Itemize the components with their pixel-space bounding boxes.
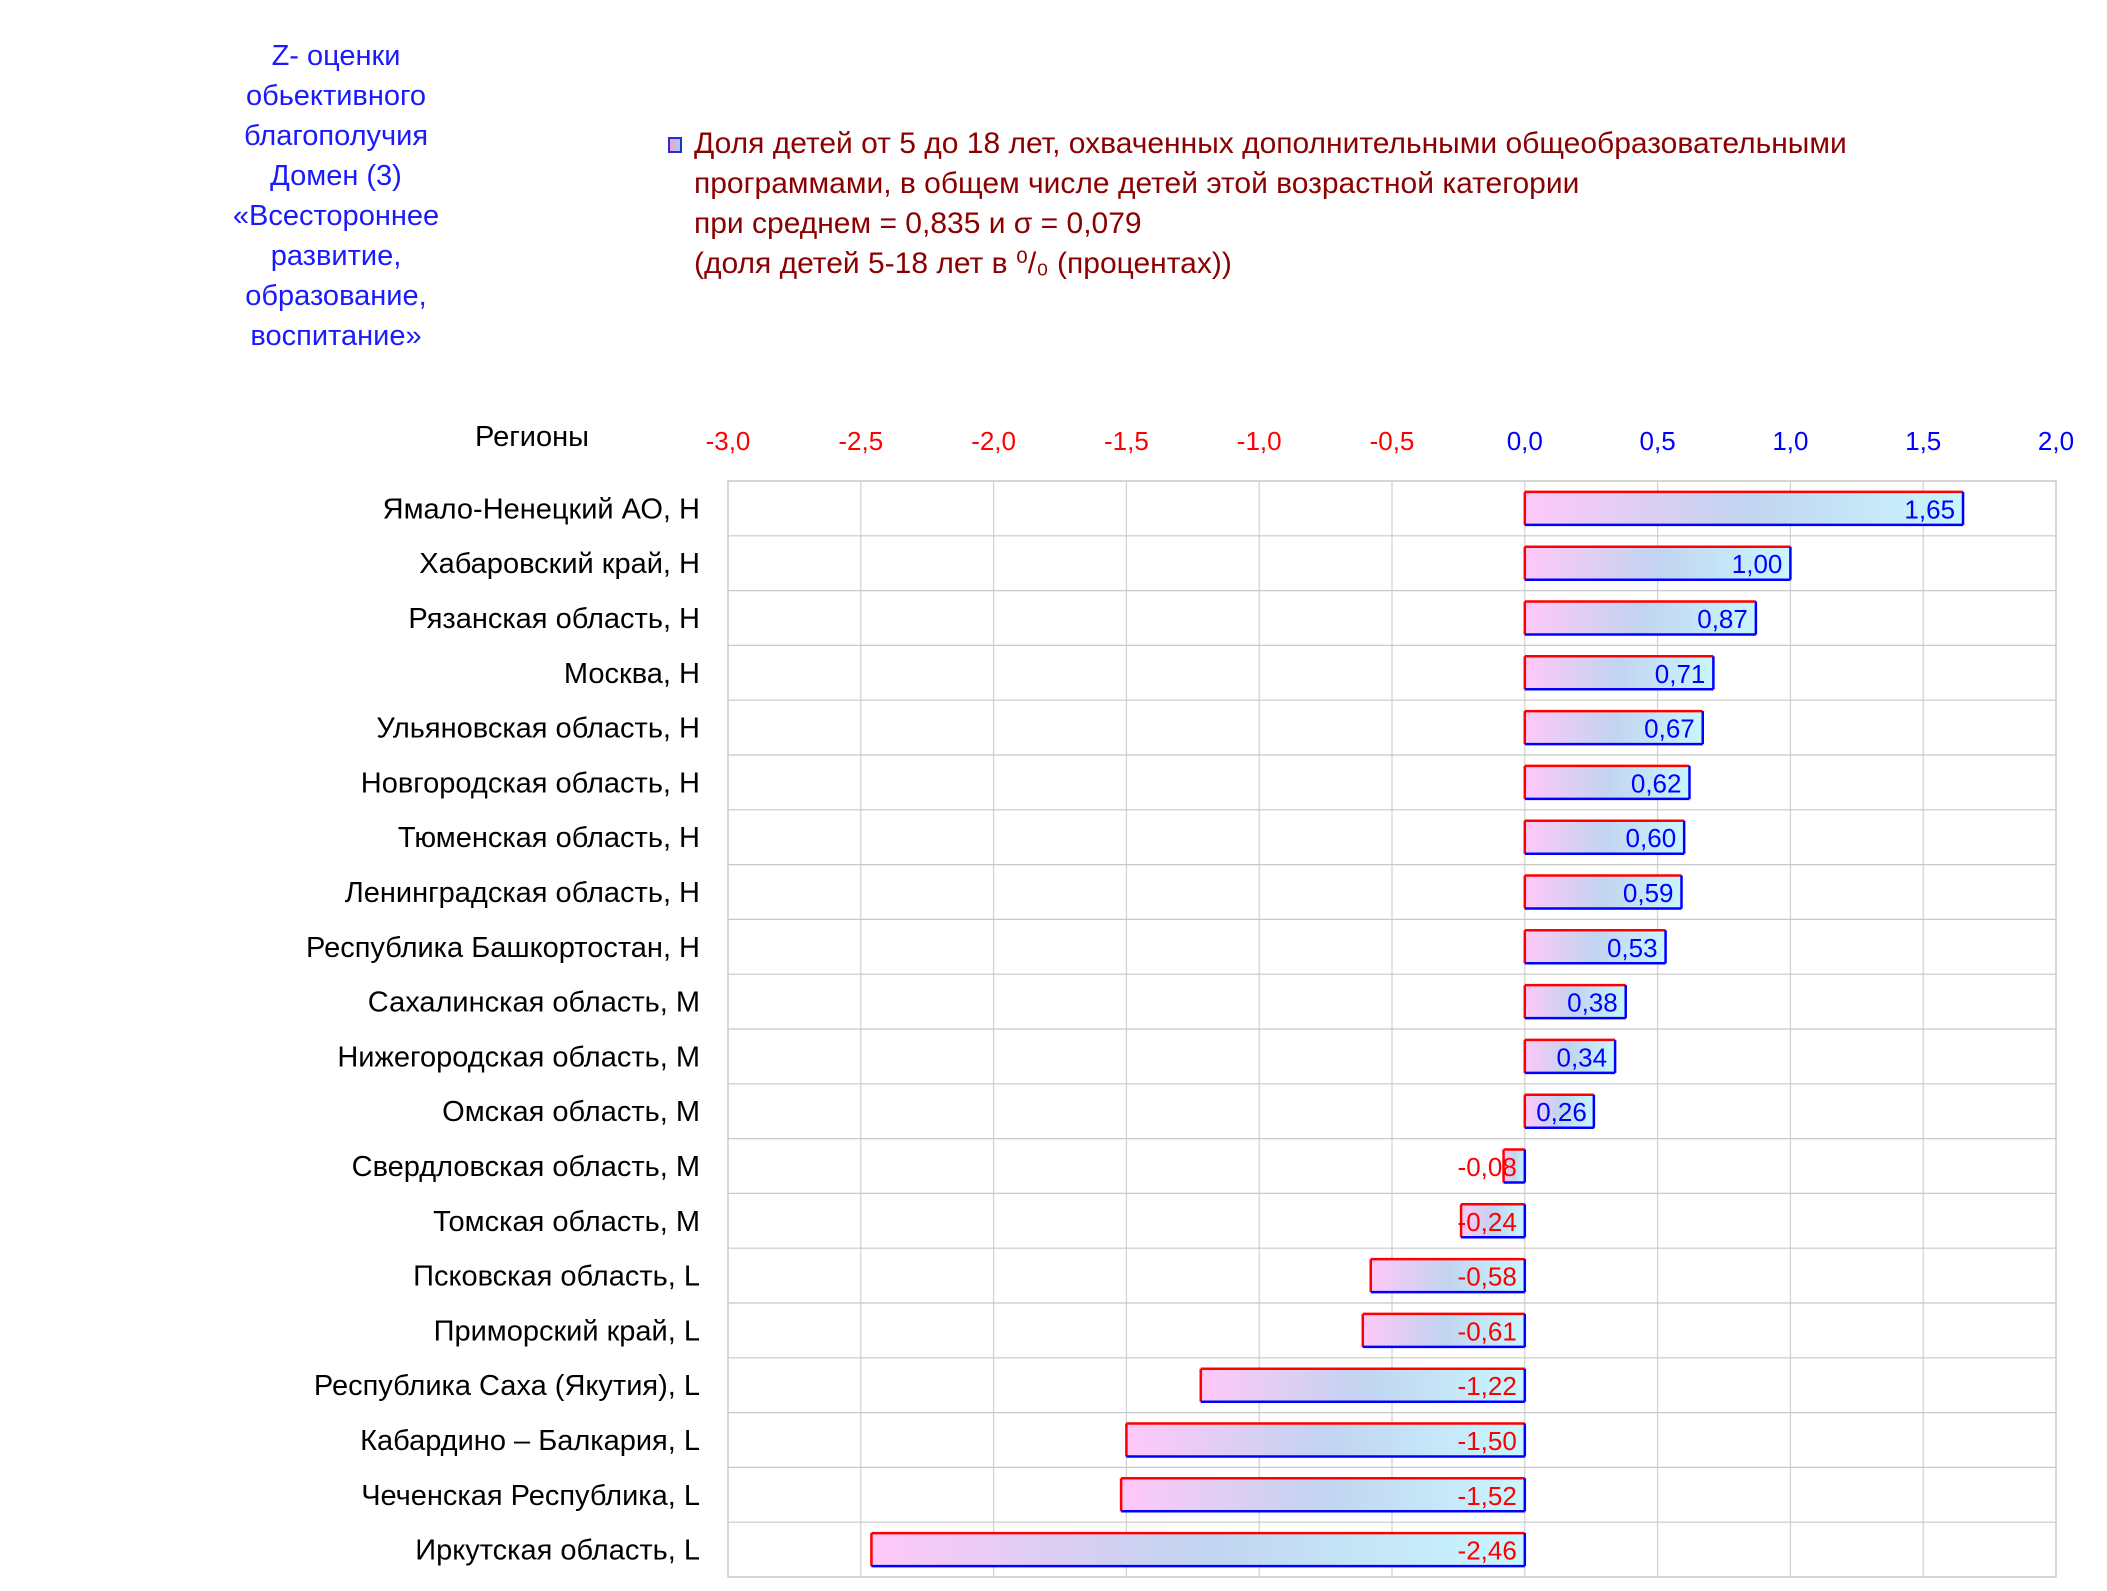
x-axis-ticks: -3,0 -2,5 -2,0 -1,5 -1,0 -0,5 0,0 0,5 1,0 1,5 2,0 — [706, 426, 2074, 456]
value-label: -0,58 — [1458, 1262, 1517, 1292]
side-title-line: Z- оценки — [271, 40, 401, 72]
row-label: Омская область, М — [442, 1096, 700, 1128]
row-label: Москва, Н — [564, 658, 700, 690]
bar — [1524, 985, 1626, 1019]
bar — [1524, 875, 1682, 909]
row-label: Ульяновская область, Н — [376, 713, 700, 745]
row-label: Чеченская Республика, L — [361, 1480, 700, 1512]
legend-text: Доля детей от 5 до 18 лет, охваченных до… — [694, 124, 1847, 284]
bar — [1524, 1094, 1594, 1128]
value-label: -1,22 — [1458, 1371, 1517, 1401]
bar — [1524, 1039, 1616, 1073]
value-label: 0,59 — [1623, 878, 1674, 908]
x-tick-label: 0,5 — [1640, 426, 1676, 456]
value-label: 0,38 — [1567, 988, 1618, 1018]
row-label: Республика Башкортостан, Н — [306, 932, 700, 964]
row-label: Кабардино – Балкария, L — [360, 1425, 700, 1457]
value-label: -1,52 — [1458, 1481, 1517, 1511]
side-title-line: Домен (3) — [270, 160, 402, 192]
bar — [1362, 1313, 1525, 1347]
value-label: 1,65 — [1904, 494, 1955, 524]
value-label: 0,71 — [1655, 659, 1706, 689]
value-label: 1,00 — [1732, 549, 1783, 579]
x-tick-label: -3,0 — [706, 426, 751, 456]
row-label: Нижегородская область, М — [337, 1041, 700, 1073]
side-title-line: «Всестороннее — [232, 200, 440, 232]
side-title: Z- оценки обьективного благополучия Домен (… — [196, 36, 476, 356]
y-axis-title: Регионы — [475, 421, 589, 453]
value-label: -0,24 — [1458, 1207, 1517, 1237]
legend-line: при среднем = 0,835 и σ = 0,079 — [694, 207, 1142, 240]
bar — [1461, 1204, 1525, 1238]
x-tick-label: -0,5 — [1370, 426, 1415, 456]
side-title-line: развитие, — [270, 240, 402, 272]
row-label: Республика Саха (Якутия), L — [314, 1370, 700, 1402]
row-label: Томская область, М — [433, 1206, 700, 1238]
row-label: Тюменская область, Н — [398, 822, 700, 854]
bar — [1524, 765, 1690, 799]
legend-swatch — [668, 137, 682, 153]
x-tick-label: 2,0 — [2038, 426, 2074, 456]
x-tick-label: -1,0 — [1237, 426, 1282, 456]
row-label: Свердловская область, М — [352, 1151, 700, 1183]
row-label: Псковская область, L — [413, 1261, 700, 1293]
value-labels: 1,65 1,00 0,87 0,71 0,67 0,62 0,60 0,59 0,53 0,38… — [1458, 494, 1956, 1565]
row-label: Иркутская область, L — [415, 1535, 700, 1567]
side-title-line: обьективного — [245, 80, 427, 112]
grid — [727, 480, 2057, 1578]
value-label: -2,46 — [1458, 1536, 1517, 1566]
value-label: 0,67 — [1644, 714, 1695, 744]
bar — [1126, 1423, 1525, 1457]
legend-line: (доля детей 5-18 лет в ⁰/₀ (процентах)) — [694, 247, 1232, 280]
x-tick-label: 0,0 — [1507, 426, 1543, 456]
row-labels: Ямало-Ненецкий АО, Н Хабаровский край, Н Р… — [306, 493, 700, 1566]
x-tick-label: -2,0 — [971, 426, 1016, 456]
side-title-line: образование, — [245, 280, 427, 312]
value-label: 0,53 — [1607, 933, 1658, 963]
bar — [1370, 1259, 1525, 1293]
x-tick-label: 1,0 — [1772, 426, 1808, 456]
row-label: Новгородская область, Н — [361, 767, 700, 799]
bar — [1121, 1478, 1525, 1512]
bar — [1503, 1149, 1525, 1183]
x-tick-label: 1,5 — [1905, 426, 1941, 456]
side-title-line: благополучия — [243, 120, 429, 152]
row-label: Рязанская область, Н — [408, 603, 700, 635]
row-label: Сахалинская область, М — [368, 987, 700, 1019]
value-label: 0,62 — [1631, 768, 1682, 798]
value-label: 0,34 — [1556, 1042, 1607, 1072]
bar — [1524, 601, 1756, 635]
side-title-line: воспитание» — [250, 320, 422, 352]
bar — [1524, 930, 1666, 964]
bar — [1524, 491, 1964, 525]
bar — [1200, 1368, 1525, 1402]
x-tick-label: -2,5 — [838, 426, 883, 456]
bars — [870, 490, 1965, 1568]
value-label: 0,87 — [1697, 604, 1748, 634]
value-label: -0,61 — [1458, 1316, 1517, 1346]
x-tick-label: -1,5 — [1104, 426, 1149, 456]
value-label: 0,60 — [1626, 823, 1677, 853]
value-label: -1,50 — [1458, 1426, 1517, 1456]
legend-line: программами, в общем числе детей этой во… — [694, 167, 1580, 200]
legend: Доля детей от 5 до 18 лет, охваченных до… — [668, 124, 1847, 284]
row-label: Ленинградская область, Н — [345, 877, 700, 909]
bar — [871, 1533, 1525, 1567]
bar — [1524, 656, 1714, 690]
bar — [1524, 711, 1703, 745]
bar — [1524, 546, 1791, 580]
row-label: Приморский край, L — [434, 1315, 700, 1347]
row-label: Хабаровский край, Н — [419, 548, 700, 580]
legend-line: Доля детей от 5 до 18 лет, охваченных до… — [694, 127, 1847, 160]
bar — [1524, 820, 1685, 854]
value-label: 0,26 — [1536, 1097, 1587, 1127]
row-label: Ямало-Ненецкий АО, Н — [383, 493, 700, 525]
value-label: -0,08 — [1458, 1152, 1517, 1182]
